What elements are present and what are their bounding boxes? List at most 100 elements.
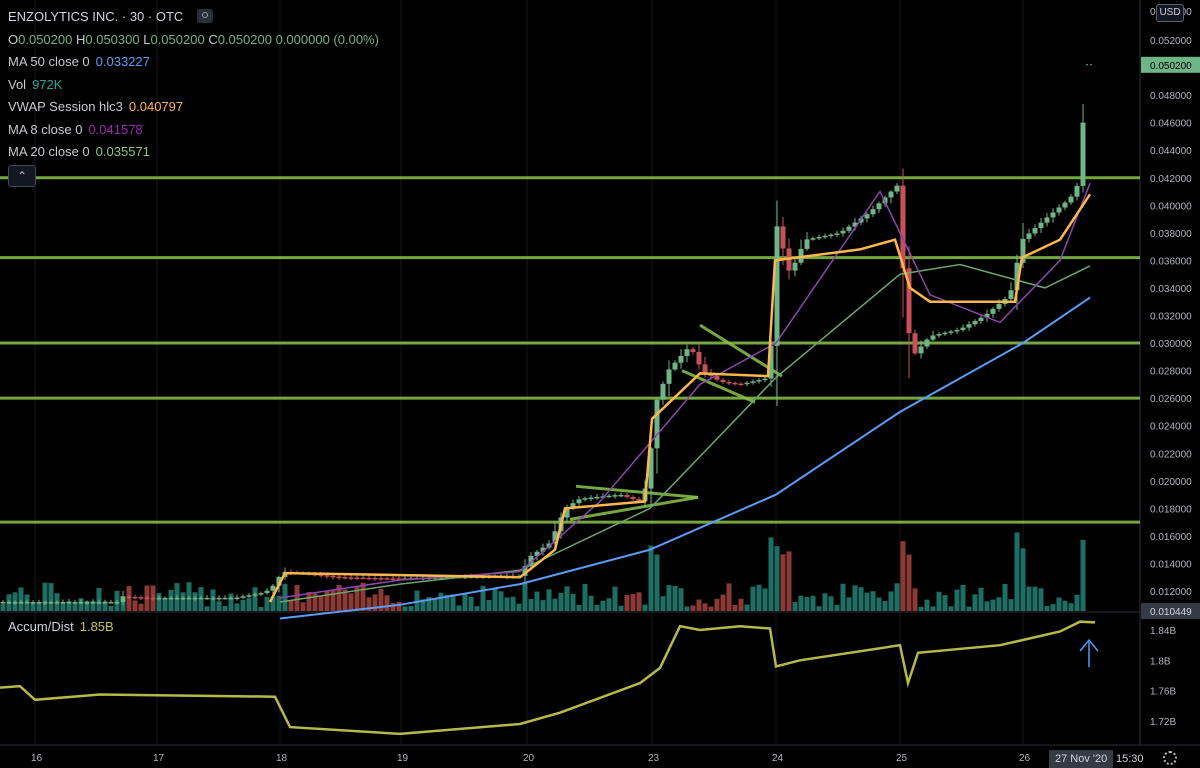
- candle-body: [606, 495, 612, 498]
- ad-tick-label: 1.8B: [1150, 656, 1171, 667]
- volume-bar: [258, 606, 264, 611]
- price-tick-label: 0.044000: [1150, 146, 1192, 157]
- volume-bar: [960, 584, 966, 611]
- volume-bar: [846, 597, 852, 611]
- indicator-label: MA 8 close 0: [8, 121, 83, 137]
- volume-bar: [276, 595, 282, 611]
- symbol-title[interactable]: ENZOLYTICS INC. · 30 · OTC: [8, 9, 184, 24]
- candle-body: [18, 602, 24, 604]
- legend-ma8[interactable]: MA 8 close 0 0.041578: [8, 119, 379, 142]
- volume-bar: [468, 596, 474, 611]
- candle-body: [552, 531, 558, 544]
- price-tick-label: 0.026000: [1150, 394, 1192, 405]
- candle-body: [792, 262, 798, 271]
- price-tick-label: 0.032000: [1150, 312, 1192, 323]
- volume-bar: [546, 589, 552, 611]
- candle-body: [528, 555, 534, 567]
- volume-bar: [624, 594, 630, 611]
- volume-bar: [180, 592, 186, 611]
- candle-body: [690, 349, 696, 353]
- price-tick-label: 0.034000: [1150, 284, 1192, 295]
- candle-body: [324, 575, 330, 577]
- volume-bar: [930, 606, 936, 611]
- candle-body: [912, 333, 918, 354]
- candle-body: [102, 602, 108, 604]
- volume-bar: [1050, 604, 1056, 611]
- volume-bar: [918, 606, 924, 611]
- volume-bar: [1044, 605, 1050, 611]
- legend-ma50[interactable]: MA 50 close 0 0.033227: [8, 51, 379, 74]
- cursor-date-label: 27 Nov '20: [1049, 750, 1114, 768]
- settings-gear-icon[interactable]: [1163, 751, 1177, 765]
- candle-body: [678, 355, 684, 363]
- candle-body: [822, 235, 828, 238]
- legend-volume[interactable]: Vol 972K: [8, 74, 379, 97]
- eye-icon[interactable]: [196, 9, 213, 23]
- volume-bar: [378, 588, 384, 611]
- volume-bar: [72, 603, 78, 611]
- candle-body: [198, 597, 204, 600]
- candle-body: [60, 602, 66, 604]
- volume-bar: [990, 599, 996, 611]
- candle-body: [1056, 207, 1062, 213]
- volume-bar: [534, 591, 540, 611]
- volume-bar: [504, 597, 510, 611]
- candle-body: [522, 566, 528, 576]
- volume-bar: [954, 589, 960, 611]
- volume-bar: [582, 583, 588, 611]
- legend-ma20[interactable]: MA 20 close 0 0.035571: [8, 141, 379, 164]
- volume-bar: [570, 593, 576, 611]
- candle-body: [630, 496, 636, 500]
- volume-bar: [720, 594, 726, 611]
- bottom-price-label: 0.010449: [1150, 607, 1192, 618]
- volume-bar: [576, 604, 582, 611]
- volume-bar: [360, 582, 366, 611]
- candle-body: [672, 362, 678, 370]
- candle-body: [144, 597, 150, 599]
- candle-body: [816, 236, 822, 239]
- price-tick-label: 0.024000: [1150, 422, 1192, 433]
- candle-body: [540, 547, 546, 552]
- volume-bar: [762, 588, 768, 611]
- candle-body: [384, 578, 390, 580]
- volume-bar: [438, 592, 444, 611]
- time-tick-label: 20: [523, 753, 535, 764]
- volume-bar: [900, 541, 906, 611]
- volume-bar: [726, 583, 732, 611]
- candle-body: [930, 335, 936, 340]
- indicator-label: VWAP Session hlc3: [8, 99, 123, 114]
- candle-body: [966, 324, 972, 328]
- volume-bar: [192, 592, 198, 611]
- currency-badge[interactable]: USD: [1156, 4, 1184, 22]
- candle-body: [150, 597, 156, 600]
- volume-bar: [882, 601, 888, 611]
- volume-bar: [744, 604, 750, 611]
- volume-bar: [528, 598, 534, 611]
- candle-body: [1044, 217, 1050, 223]
- candle-body: [186, 597, 192, 600]
- volume-bar: [318, 596, 324, 611]
- candle-body: [978, 317, 984, 322]
- volume-bar: [906, 554, 912, 611]
- ad-tick-label: 1.72B: [1150, 717, 1176, 728]
- candle-body: [240, 596, 246, 598]
- time-tick-label: 19: [397, 753, 409, 764]
- candle-body: [864, 214, 870, 219]
- volume-bar: [642, 604, 648, 611]
- bottom-price-tag: [1141, 603, 1200, 619]
- legend-vwap[interactable]: VWAP Session hlc3 0.040797: [8, 96, 379, 119]
- candle-body: [246, 595, 252, 597]
- volume-bar: [894, 583, 900, 611]
- collapse-legend-button[interactable]: ⌃: [8, 165, 36, 187]
- candle-body: [444, 577, 450, 579]
- volume-bar: [138, 603, 144, 611]
- indicator-label: MA 50 close 0: [8, 54, 90, 69]
- volume-bar: [612, 586, 618, 611]
- time-tick-label: 24: [772, 753, 784, 764]
- trend-line: [575, 484, 699, 499]
- candle-body: [684, 349, 690, 356]
- accum-dist-legend[interactable]: Accum/Dist 1.85B: [8, 619, 114, 634]
- candle-body: [702, 364, 708, 373]
- change-value: 0.000000 (0.00%): [275, 31, 379, 47]
